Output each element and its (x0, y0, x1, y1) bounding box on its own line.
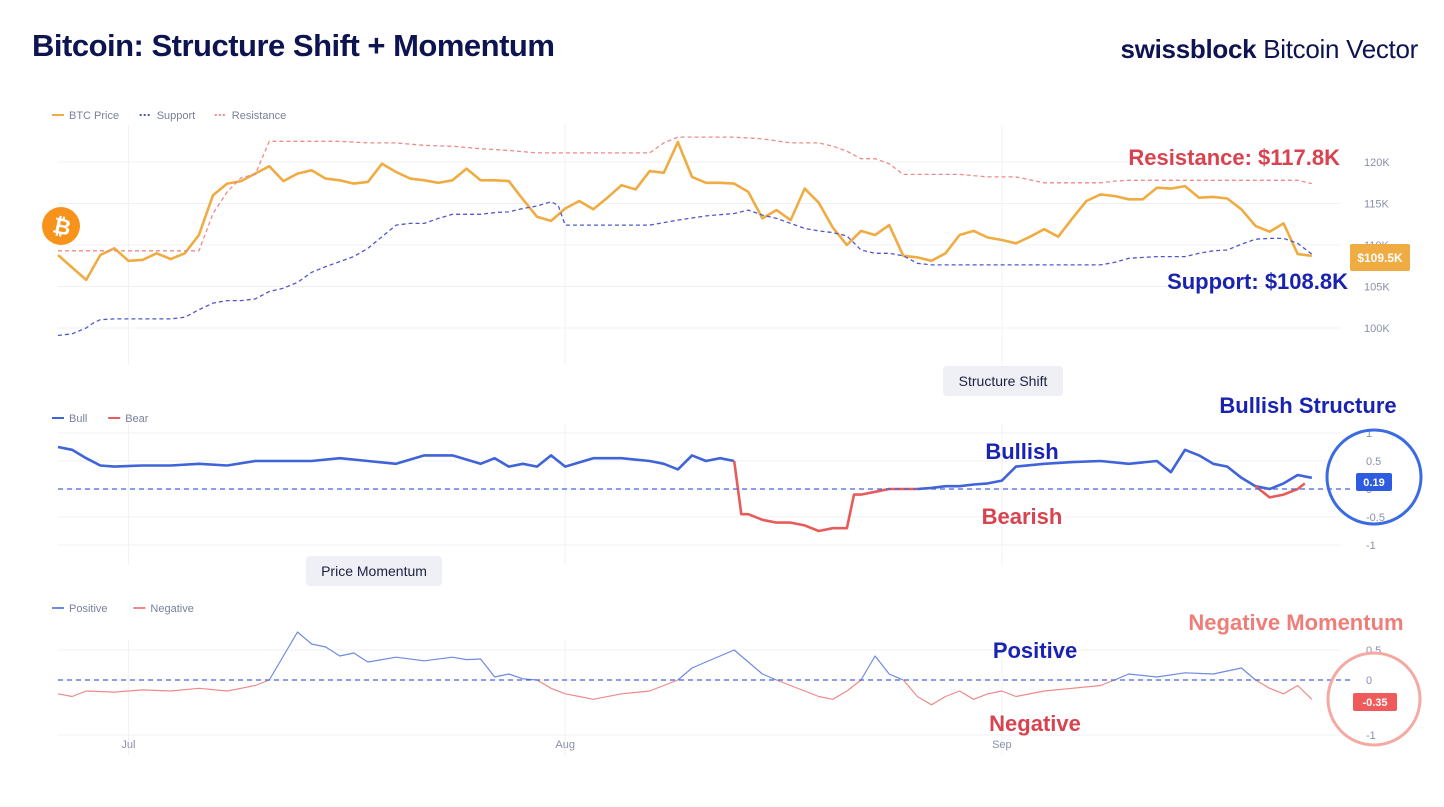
y-tick-label: 0 (1366, 675, 1372, 687)
y-tick-label: 0.5 (1366, 456, 1381, 468)
page-title: Bitcoin: Structure Shift + Momentum (32, 28, 555, 63)
legend-entry: Bear (125, 413, 149, 425)
series-line-negative (536, 679, 679, 700)
panel-label: Structure Shift (959, 373, 1048, 389)
legend-entry: Negative (150, 603, 193, 615)
series-line-support (57, 201, 1313, 337)
y-tick-label: 100K (1364, 323, 1390, 335)
bitcoin-icon: ₿ (42, 207, 80, 245)
y-tick-label: 105K (1364, 282, 1390, 294)
series-line-bear (732, 460, 918, 533)
y-tick-label: -1 (1366, 540, 1376, 552)
annotation: Positive (993, 638, 1077, 663)
annotation: Negative (989, 711, 1081, 736)
series-line-negative (1255, 679, 1313, 700)
y-tick-label: -0.5 (1366, 512, 1385, 524)
bitcoin-icon-glyph: ₿ (50, 213, 73, 241)
annotation: Bearish (982, 504, 1063, 529)
panel-label: Price Momentum (321, 563, 427, 579)
series-line-negative (776, 679, 862, 700)
series-line-bull (57, 445, 735, 471)
panel-label-pill (306, 556, 442, 586)
series-line-negative (902, 679, 1115, 706)
annotation: Bullish Structure (1219, 393, 1396, 418)
chart-labels: 100K105K110K115K120KBTC PriceSupportResi… (42, 110, 1423, 751)
neg-badge-label: -0.35 (1362, 697, 1387, 709)
series-line-btc-price (57, 140, 1312, 282)
panel-label-pill (943, 366, 1063, 396)
legend-entry: Positive (69, 603, 108, 615)
legend-entry: Resistance (232, 110, 286, 122)
highlight-circle-bull (1325, 428, 1423, 526)
price-badge-label: $109.5K (1357, 251, 1403, 265)
x-tick-label: Sep (992, 739, 1012, 751)
x-tick-label: Jul (121, 739, 135, 751)
series-line-bull (917, 448, 1313, 491)
y-tick-label: -1 (1366, 730, 1376, 742)
y-tick-label: 115K (1364, 199, 1390, 211)
series-line-positive (1114, 667, 1256, 681)
chart-series (57, 136, 1350, 706)
neg-badge (1353, 693, 1397, 711)
brand-name: swissblock (1120, 34, 1257, 64)
y-tick-label: 0.5 (1366, 645, 1381, 657)
series-line-negative (57, 679, 270, 698)
brand-logo: swissblock Bitcoin Vector (1120, 34, 1419, 65)
series-line-positive (860, 655, 904, 681)
bull-badge (1356, 473, 1392, 491)
series-line-bear (1254, 482, 1306, 499)
series-line-positive (677, 649, 777, 681)
annotation: Support: $108.8K (1167, 269, 1348, 294)
legend-entry: BTC Price (69, 110, 119, 122)
legend-entry: Bull (69, 413, 87, 425)
brand-product: Bitcoin Vector (1256, 34, 1418, 64)
bull-badge-label: 0.19 (1363, 477, 1384, 489)
series-line-resistance (58, 136, 1312, 252)
annotation: Negative Momentum (1188, 610, 1403, 635)
chart-grid (58, 125, 1340, 755)
x-tick-label: Aug (555, 739, 575, 751)
price-badge (1350, 244, 1410, 271)
y-tick-label: 120K (1364, 157, 1390, 169)
y-tick-label: 1 (1366, 428, 1372, 440)
series-line-positive (268, 631, 538, 681)
highlight-circle-neg (1326, 651, 1422, 747)
bitcoin-icon-disc (42, 207, 80, 245)
annotation: Resistance: $117.8K (1128, 145, 1340, 170)
legend-entry: Support (157, 110, 196, 122)
annotation: Bullish (985, 439, 1058, 464)
